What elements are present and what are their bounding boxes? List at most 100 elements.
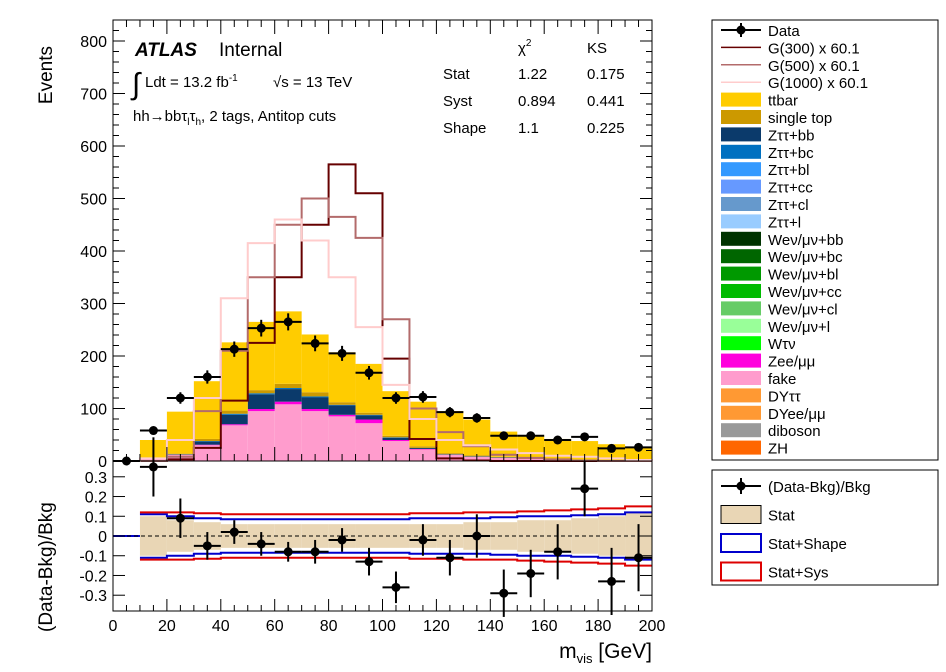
stack-bar <box>328 402 356 405</box>
stack-bar <box>463 419 491 456</box>
legend-label: single top <box>768 110 832 127</box>
stat-band <box>355 524 383 548</box>
ratio-y-tick-label: -0.3 <box>79 588 107 605</box>
stack-bar <box>247 393 275 395</box>
stack-bar <box>301 396 329 398</box>
data-point <box>310 338 320 348</box>
legend-label: ZH <box>768 441 788 458</box>
legend-marker <box>736 25 746 35</box>
stack-bar <box>436 453 464 455</box>
ratio-legend-label: Stat+Shape <box>768 536 847 553</box>
data-point <box>364 368 374 378</box>
stack-bar <box>409 448 437 450</box>
stack-bar <box>247 394 275 410</box>
ratio-point <box>175 513 185 523</box>
x-tick-label: 0 <box>109 618 118 635</box>
stack-bar <box>382 440 410 442</box>
ratio-legend-label: Stat <box>768 508 796 525</box>
stack-bar <box>544 438 572 459</box>
stack-bar <box>355 419 383 424</box>
stack-bar <box>301 397 329 410</box>
ratio-axes: -0.3 -0.2 -0.1 0 0.1 0.2 0.3 0 20 40 60 80 100 120 140… <box>79 470 665 635</box>
legend-label: diboson <box>768 423 821 440</box>
gof-row-label: Syst <box>443 93 473 110</box>
legend-swatch <box>721 353 761 368</box>
data-point <box>229 344 239 354</box>
ratio-point <box>445 553 455 563</box>
legend-label: G(1000) x 60.1 <box>768 75 868 92</box>
y-tick-label: 200 <box>80 349 107 366</box>
legend-swatch <box>721 371 761 385</box>
syst-band-line <box>139 556 652 567</box>
gof-row-label: Stat <box>443 66 471 83</box>
gof-header-ks: KS <box>587 40 607 57</box>
stack-bar <box>409 447 437 449</box>
stack-bar <box>382 441 410 461</box>
main-panel: 0 100 200 300 400 500 600 700 800 Events ATLAS I… <box>36 19 653 471</box>
stack-bar <box>220 410 248 414</box>
ratio-points <box>139 437 652 617</box>
stack-bar <box>355 414 383 416</box>
ratio-legend-swatch <box>720 533 762 553</box>
data-point <box>418 392 428 402</box>
legend-swatch <box>721 214 761 229</box>
data-point <box>175 393 185 403</box>
stack-bar <box>355 415 383 420</box>
ratio-point <box>418 535 428 545</box>
x-tick-label: 200 <box>639 618 666 635</box>
legend-label: Weν/μν+cl <box>768 301 838 318</box>
legend-swatch <box>721 179 761 194</box>
x-tick-label: 180 <box>585 618 612 635</box>
legend-swatch <box>721 144 761 159</box>
ratio-point <box>499 588 509 598</box>
stack-bar <box>301 409 329 412</box>
channel-label: hh→bbτlτh, 2 tags, Antitop cuts <box>133 108 336 128</box>
ratio-y-tick-label: 0.2 <box>85 490 107 507</box>
lumi-label: Ldt = 13.2 fb-1 <box>145 73 238 91</box>
ratio-point <box>337 535 347 545</box>
stack-bar <box>274 389 302 402</box>
legend-label: Weν/μν+bb <box>768 232 843 249</box>
stack-bar <box>355 412 383 415</box>
internal-label: Internal <box>219 40 282 61</box>
stack-bar <box>220 414 248 425</box>
ratio-point <box>229 527 239 537</box>
ratio-point <box>526 569 536 578</box>
stack-bar <box>409 446 437 448</box>
syst-band-line <box>139 505 652 516</box>
x-tick-label: 120 <box>423 618 450 635</box>
gof-row-label: Shape <box>443 120 486 137</box>
stack-bar <box>328 416 356 461</box>
ratio-legend-label: (Data-Bkg)/Bkg <box>768 479 871 496</box>
ratio-legend-label: Stat+Sys <box>768 565 828 582</box>
background-stack <box>139 311 652 461</box>
ratio-legend-marker <box>736 481 746 491</box>
data-point <box>391 393 401 403</box>
x-tick-label: 140 <box>477 618 504 635</box>
stack-bar <box>247 390 275 394</box>
x-axis-label: mvis [GeV] <box>559 640 652 666</box>
gof-row-ks: 0.225 <box>587 120 625 137</box>
ratio-legend-swatch <box>720 505 762 524</box>
uncertainty-bands <box>113 505 652 567</box>
stack-bar <box>328 414 356 417</box>
stat-band <box>301 524 329 548</box>
legend-swatch <box>721 92 761 107</box>
legend-swatch <box>721 110 761 124</box>
ratio-panel: -0.3-0.2-0.100.10.20.30 20 40 60 80 100 120 140… <box>36 437 665 666</box>
gof-row-chi2: 0.894 <box>518 93 556 110</box>
legend-label: G(300) x 60.1 <box>768 40 860 57</box>
legend-swatch <box>721 249 761 264</box>
legend-swatch <box>721 127 761 142</box>
legend-label: DYee/μμ <box>768 406 826 423</box>
gof-row-ks: 0.175 <box>587 66 625 83</box>
energy-label: √s = 13 TeV <box>273 74 352 91</box>
legend-label: Weν/μν+bc <box>768 249 843 266</box>
legend-swatch <box>721 266 761 281</box>
x-tick-label: 160 <box>531 618 558 635</box>
y-tick-label: 100 <box>80 402 107 419</box>
ratio-y-tick-label: 0.3 <box>85 470 107 487</box>
stack-bar <box>382 437 410 440</box>
legend-label: Wτν <box>768 336 796 353</box>
ratio-point <box>580 484 590 494</box>
